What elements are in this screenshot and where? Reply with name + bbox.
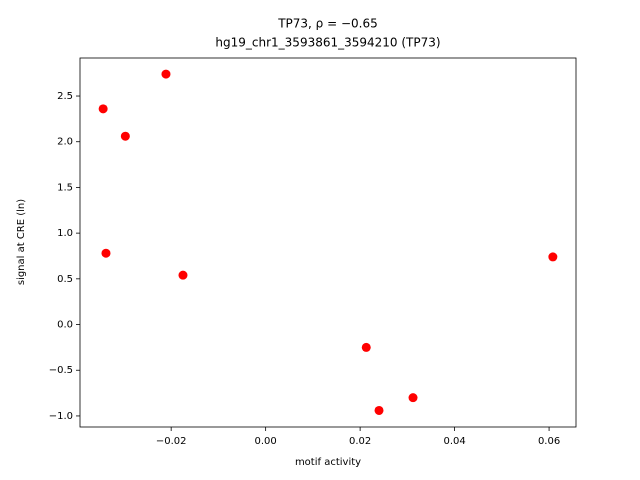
y-tick-label: 1.5 [57, 182, 73, 193]
y-tick-label: 0.5 [57, 274, 73, 285]
point [408, 393, 418, 403]
plot-frame [79, 57, 577, 428]
x-axis-label: motif activity [295, 457, 361, 468]
y-tick-label: 1.0 [57, 228, 73, 239]
y-tick-label: 0.0 [57, 320, 73, 331]
point [120, 131, 130, 141]
y-tick-label: −0.5 [49, 365, 73, 376]
x-tick-label: 0.06 [538, 436, 560, 447]
point [98, 104, 108, 114]
x-tick-label: 0.00 [255, 436, 277, 447]
y-tick-label: 2.5 [57, 91, 73, 102]
x-tick-label: 0.04 [443, 436, 465, 447]
point [101, 248, 111, 258]
x-tick-label: 0.02 [349, 436, 371, 447]
chart-title: TP73, ρ = −0.65 [277, 17, 378, 31]
point [361, 342, 371, 352]
y-axis-label: signal at CRE (ln) [16, 199, 27, 285]
point [178, 270, 188, 280]
y-tick-label: 2.0 [57, 137, 73, 148]
point [374, 405, 384, 415]
y-tick-label: −1.0 [49, 411, 73, 422]
chart-subtitle: hg19_chr1_3593861_3594210 (TP73) [215, 36, 440, 50]
x-tick-label: −0.02 [156, 436, 187, 447]
point [161, 69, 171, 79]
point [548, 252, 558, 262]
